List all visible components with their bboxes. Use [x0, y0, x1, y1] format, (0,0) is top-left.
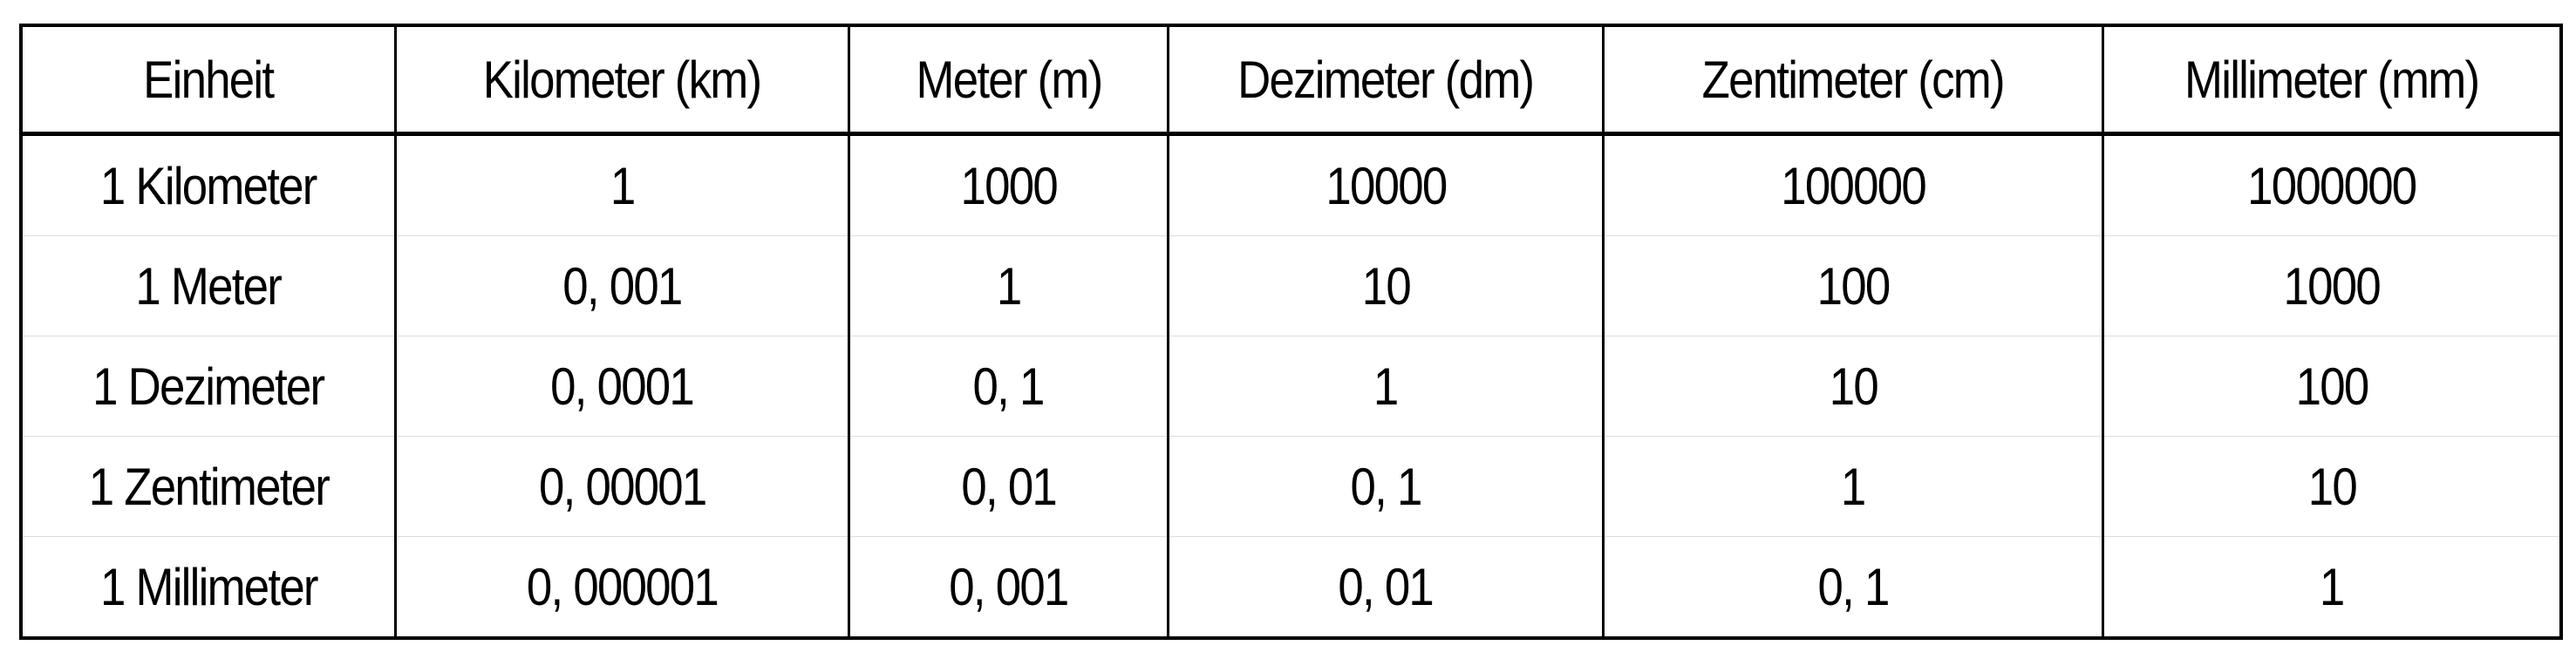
- cell-value: 0, 01: [1338, 557, 1435, 616]
- column-header-label: Kilometer (km): [483, 50, 762, 109]
- column-header: Meter (m): [848, 25, 1169, 136]
- table-cell: 10: [1602, 336, 2103, 437]
- cell-value: 0, 1: [1817, 557, 1890, 616]
- cell-value: 1: [610, 156, 636, 215]
- cell-value: 1: [1841, 457, 1866, 516]
- column-header-label: Einheit: [143, 50, 275, 109]
- cell-value: 10000: [1325, 156, 1448, 215]
- cell-value: 1000: [2283, 256, 2382, 316]
- cell-value: 1: [1373, 357, 1399, 416]
- cell-value: 1 Millimeter: [99, 557, 319, 616]
- table-row: 1 Meter 0, 001 1 10 100 1000: [19, 235, 2561, 336]
- cell-value: 1 Kilometer: [100, 156, 317, 215]
- row-header-cell: 1 Dezimeter: [19, 336, 396, 437]
- table-cell: 0, 01: [1167, 536, 1604, 638]
- table-cell: 0, 001: [848, 536, 1169, 638]
- header-row: Einheit Kilometer (km) Meter (m) Dezimeter …: [19, 25, 2561, 136]
- cell-value: 0, 001: [949, 557, 1069, 616]
- column-header: Einheit: [19, 25, 396, 136]
- table-cell: 0, 1: [848, 336, 1169, 437]
- table-cell: 10: [1167, 235, 1604, 336]
- table-cell: 0, 001: [394, 235, 849, 336]
- column-header: Millimeter (mm): [2102, 25, 2561, 136]
- cell-value: 0, 1: [1350, 457, 1422, 516]
- table-cell: 100: [2102, 336, 2561, 437]
- column-header: Kilometer (km): [394, 25, 849, 136]
- column-header-label: Zentimeter (cm): [1701, 50, 2006, 109]
- cell-value: 1 Zentimeter: [88, 457, 330, 516]
- row-header-cell: 1 Millimeter: [19, 536, 396, 638]
- table-cell: 0, 00001: [394, 436, 849, 537]
- column-header: Dezimeter (dm): [1167, 25, 1604, 136]
- table-row: 1 Millimeter 0, 000001 0, 001 0, 01 0, 1 1: [19, 536, 2561, 638]
- table-cell: 1000: [2102, 235, 2561, 336]
- table-cell: 100000: [1602, 133, 2103, 236]
- cell-value: 0, 1: [972, 357, 1046, 416]
- cell-value: 1: [2320, 557, 2345, 616]
- row-header-cell: 1 Meter: [19, 235, 396, 336]
- cell-value: 10: [1361, 256, 1411, 316]
- table-cell: 0, 000001: [394, 536, 849, 638]
- row-header-cell: 1 Zentimeter: [19, 436, 396, 537]
- table-cell: 0, 1: [1602, 536, 2103, 638]
- cell-value: 1: [996, 256, 1022, 316]
- cell-value: 100000: [1781, 156, 1926, 215]
- cell-value: 100: [2295, 357, 2370, 416]
- table-cell: 1: [2102, 536, 2561, 638]
- cell-value: 1 Meter: [135, 256, 283, 316]
- cell-value: 1000: [960, 156, 1058, 215]
- table-cell: 10: [2102, 436, 2561, 537]
- table-cell: 1: [1167, 336, 1604, 437]
- table-cell: 1000000: [2102, 133, 2561, 236]
- table-cell: 0, 1: [1167, 436, 1604, 537]
- cell-value: 0, 00001: [538, 457, 707, 516]
- column-header: Zentimeter (cm): [1602, 25, 2103, 136]
- cell-value: 10: [2307, 457, 2357, 516]
- row-header-cell: 1 Kilometer: [19, 133, 396, 236]
- column-header-label: Millimeter (mm): [2184, 50, 2480, 109]
- table-cell: 1: [1602, 436, 2103, 537]
- table-cell: 1: [394, 133, 849, 236]
- table-cell: 10000: [1167, 133, 1604, 236]
- cell-value: 1000000: [2247, 156, 2417, 215]
- cell-value: 1 Dezimeter: [92, 357, 325, 416]
- table-cell: 0, 0001: [394, 336, 849, 437]
- cell-value: 100: [1816, 256, 1891, 316]
- cell-value: 0, 001: [562, 256, 683, 316]
- table-cell: 0, 01: [848, 436, 1169, 537]
- cell-value: 10: [1829, 357, 1878, 416]
- table-cell: 1000: [848, 133, 1169, 236]
- column-header-label: Meter (m): [916, 50, 1103, 109]
- unit-conversion-table: Einheit Kilometer (km) Meter (m) Dezimeter …: [19, 24, 2563, 640]
- table-row: 1 Kilometer 1 1000 10000 100000 1000000: [19, 133, 2561, 236]
- cell-value: 0, 000001: [526, 557, 719, 616]
- table-cell: 100: [1602, 235, 2103, 336]
- column-header-label: Dezimeter (dm): [1237, 50, 1535, 109]
- table-row: 1 Dezimeter 0, 0001 0, 1 1 10 100: [19, 336, 2561, 437]
- table-row: 1 Zentimeter 0, 00001 0, 01 0, 1 1 10: [19, 436, 2561, 537]
- cell-value: 0, 0001: [550, 357, 696, 416]
- table-cell: 1: [848, 235, 1169, 336]
- cell-value: 0, 01: [961, 457, 1057, 516]
